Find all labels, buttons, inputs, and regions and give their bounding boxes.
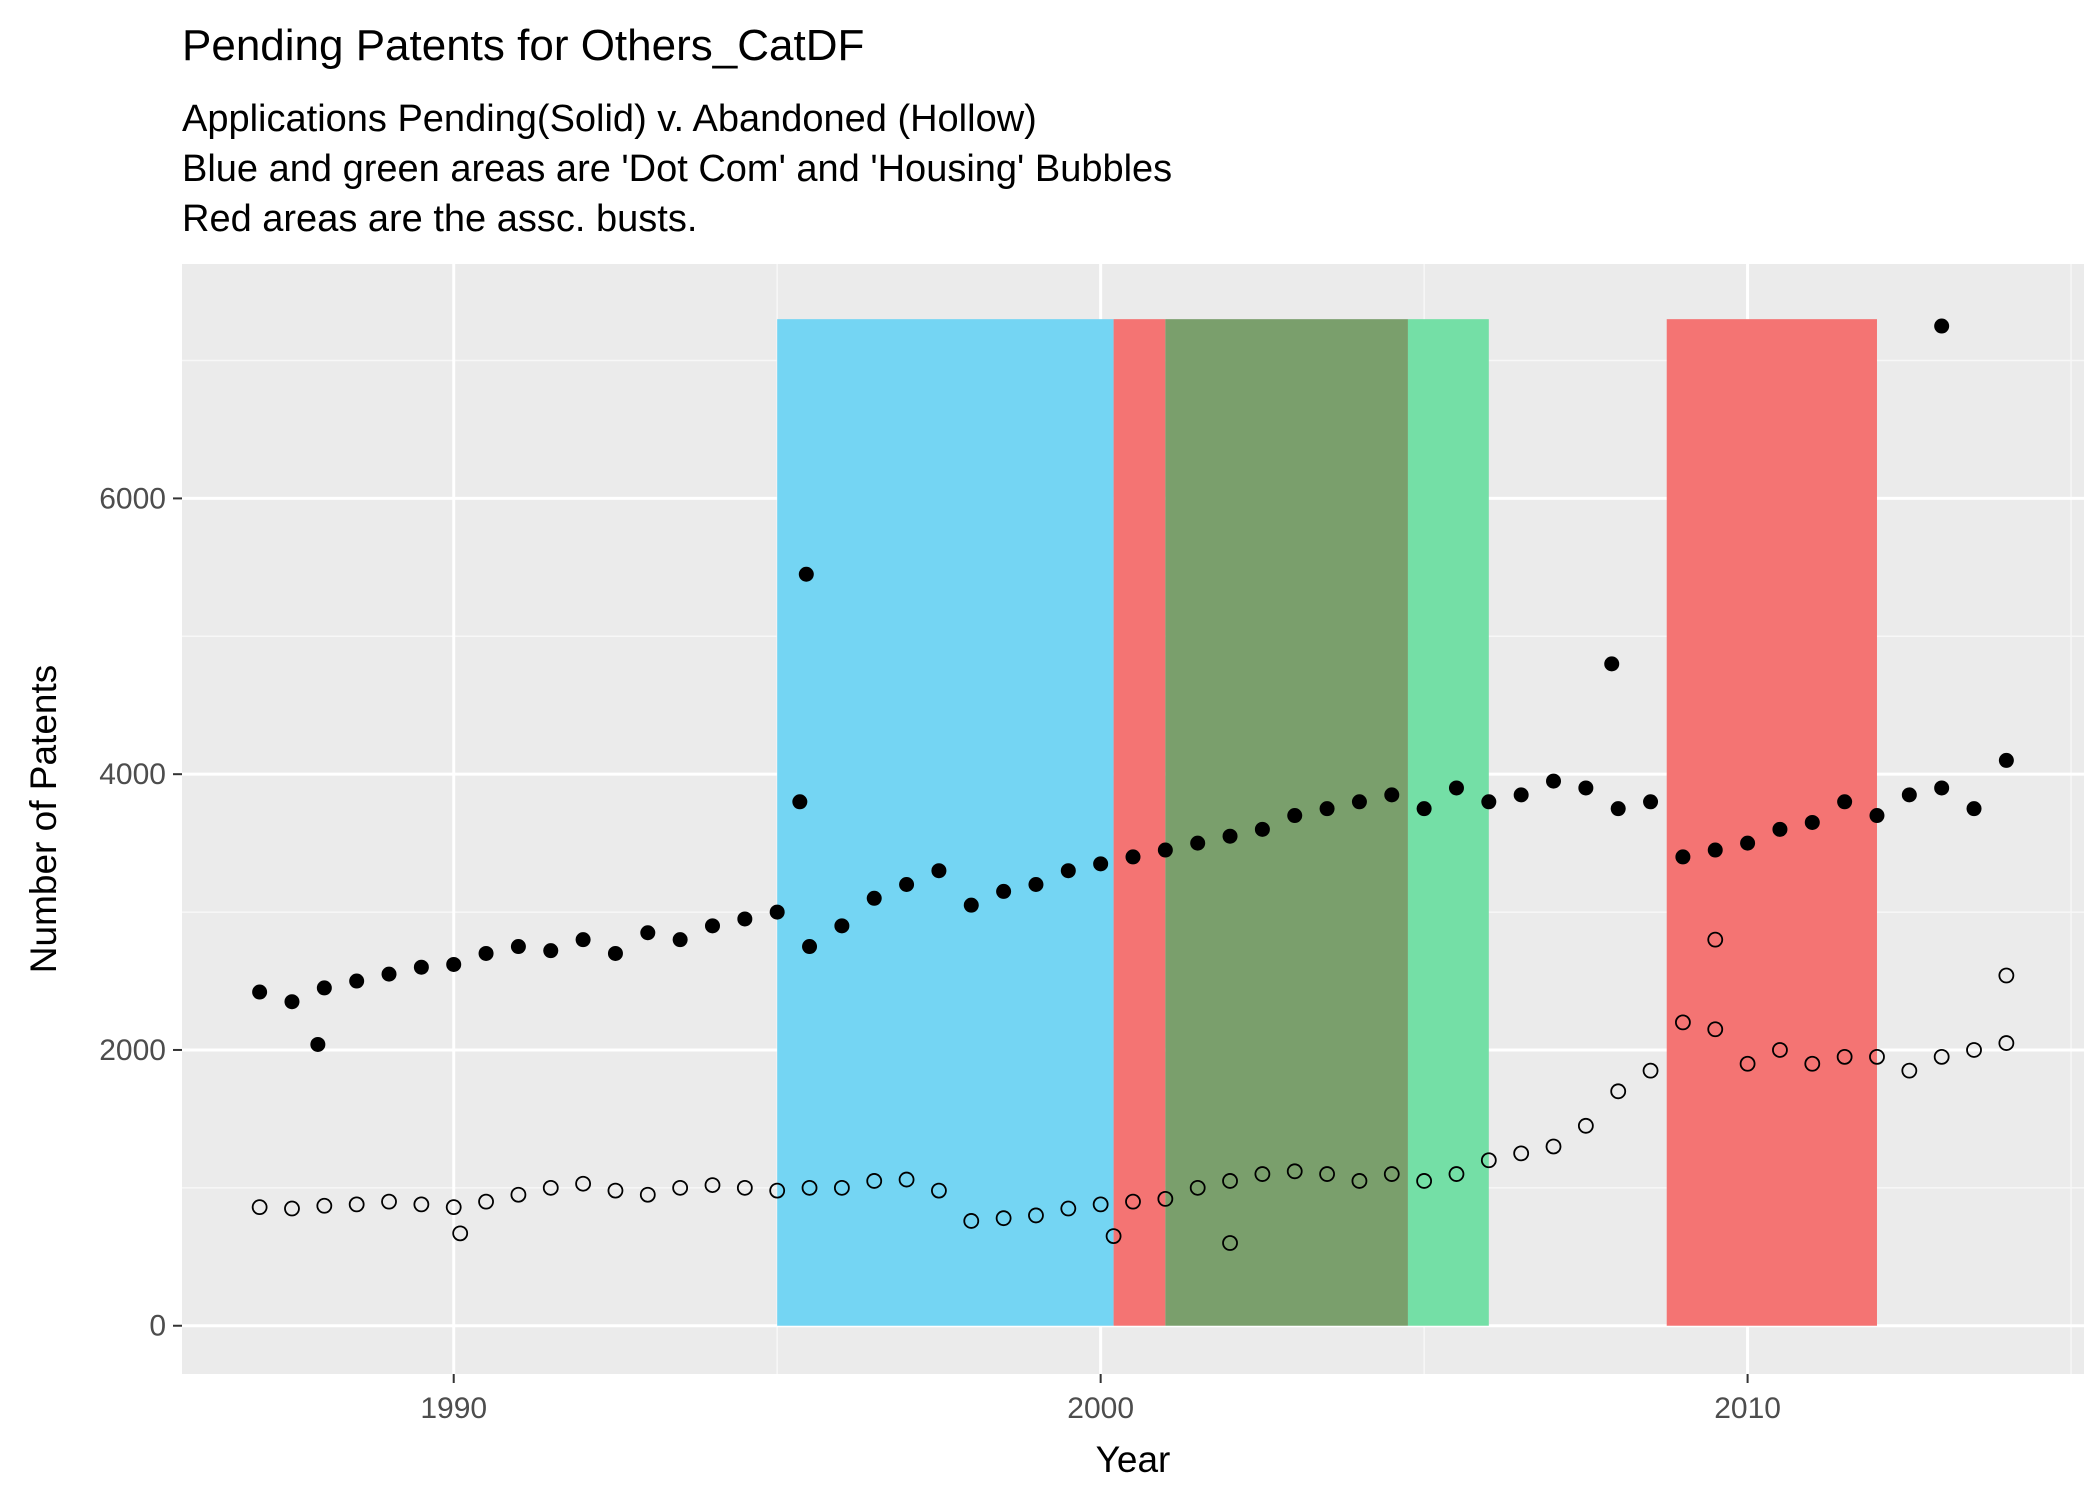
pending-point <box>931 863 946 878</box>
pending-point <box>1061 863 1076 878</box>
pending-point <box>640 925 655 940</box>
pending-point <box>317 980 332 995</box>
shaded-region <box>1114 319 1166 1326</box>
y-tick-label: 2000 <box>99 1034 166 1067</box>
pending-point <box>310 1037 325 1052</box>
pending-point <box>1999 753 2014 768</box>
pending-point <box>867 891 882 906</box>
shaded-region <box>1165 319 1408 1326</box>
pending-point <box>1805 815 1820 830</box>
pending-point <box>1740 836 1755 851</box>
pending-point <box>284 994 299 1009</box>
pending-point <box>1481 794 1496 809</box>
pending-point <box>1417 801 1432 816</box>
x-axis-title: Year <box>1096 1439 1171 1480</box>
x-tick-label: 1990 <box>420 1392 487 1425</box>
y-tick-label: 6000 <box>99 482 166 515</box>
shaded-region <box>1667 319 1877 1326</box>
pending-point <box>705 918 720 933</box>
pending-point <box>899 877 914 892</box>
pending-point <box>479 946 494 961</box>
pending-point <box>414 960 429 975</box>
pending-point <box>770 905 785 920</box>
pending-point <box>543 943 558 958</box>
pending-point <box>1190 836 1205 851</box>
pending-point <box>1675 849 1690 864</box>
pending-point <box>1934 319 1949 334</box>
pending-point <box>576 932 591 947</box>
pending-point <box>1384 787 1399 802</box>
pending-point <box>1772 822 1787 837</box>
pending-point <box>252 985 267 1000</box>
pending-point <box>1223 829 1238 844</box>
pending-point <box>1546 774 1561 789</box>
pending-point <box>964 898 979 913</box>
pending-point <box>1255 822 1270 837</box>
pending-point <box>1611 801 1626 816</box>
pending-point <box>1967 801 1982 816</box>
pending-point <box>673 932 688 947</box>
shaded-regions <box>777 319 1877 1326</box>
x-tick-label: 2010 <box>1714 1392 1781 1425</box>
pending-point <box>1934 780 1949 795</box>
pending-point <box>737 911 752 926</box>
pending-point <box>1352 794 1367 809</box>
pending-point <box>1708 843 1723 858</box>
pending-point <box>608 946 623 961</box>
y-tick-label: 0 <box>149 1310 166 1343</box>
pending-point <box>1902 787 1917 802</box>
pending-point <box>792 794 807 809</box>
pending-point <box>1287 808 1302 823</box>
pending-point <box>1869 808 1884 823</box>
shaded-region <box>777 319 1113 1326</box>
x-axis-ticks: 1990 2000 2010 <box>420 1374 1781 1425</box>
x-tick-label: 2000 <box>1067 1392 1134 1425</box>
y-axis-ticks: 0 2000 4000 6000 <box>99 482 182 1342</box>
pending-point <box>834 918 849 933</box>
pending-point <box>1093 856 1108 871</box>
y-tick-label: 4000 <box>99 758 166 791</box>
pending-point <box>446 957 461 972</box>
pending-point <box>1514 787 1529 802</box>
pending-point <box>1158 843 1173 858</box>
pending-point <box>799 567 814 582</box>
y-axis-title: Number of Patents <box>23 665 64 973</box>
pending-point <box>996 884 1011 899</box>
pending-point <box>1028 877 1043 892</box>
pending-point <box>1604 656 1619 671</box>
pending-point <box>802 939 817 954</box>
pending-point <box>1126 849 1141 864</box>
pending-point <box>382 967 397 982</box>
pending-point <box>1320 801 1335 816</box>
pending-point <box>1449 780 1464 795</box>
pending-point <box>511 939 526 954</box>
pending-point <box>1578 780 1593 795</box>
pending-point <box>349 974 364 989</box>
pending-point <box>1837 794 1852 809</box>
pending-point <box>1643 794 1658 809</box>
